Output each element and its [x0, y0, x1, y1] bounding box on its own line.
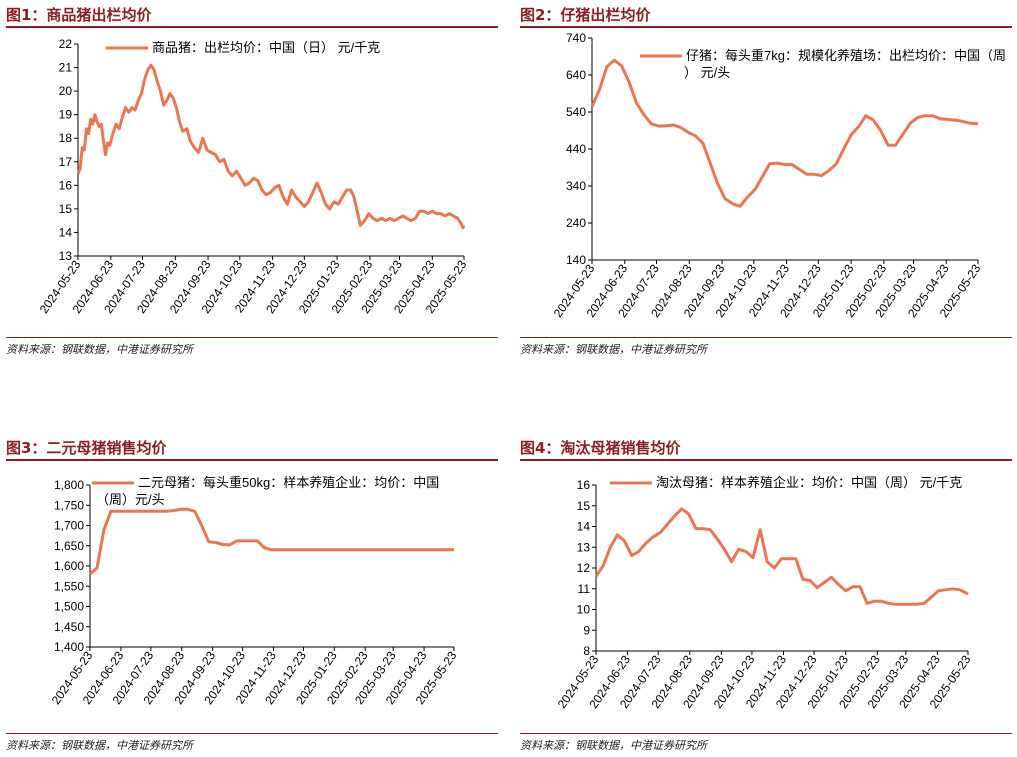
y-tick-label: 1,500: [54, 600, 84, 614]
y-tick-label: 16: [59, 178, 73, 192]
title-rule: [6, 459, 498, 461]
source-note: 资料来源：钢联数据，中港证券研究所: [6, 739, 193, 752]
panel-title: 图1：商品猪出栏均价: [6, 6, 152, 24]
panel-title: 图2：仔猪出栏均价: [520, 6, 651, 24]
y-tick-label: 11: [578, 582, 591, 596]
source-rule: [520, 733, 1012, 734]
y-tick-label: 19: [59, 108, 73, 122]
y-tick-label: 1,750: [54, 498, 84, 512]
line-chart-svg: 131415161718192021222024-05-232024-06-23…: [37, 37, 470, 316]
line-chart-svg: 89101112131415162024-05-232024-06-232024…: [555, 475, 974, 711]
source-rule: [6, 733, 498, 734]
y-tick-label: 1,700: [54, 519, 84, 533]
y-tick-label: 18: [59, 131, 73, 145]
y-tick-label: 140: [566, 253, 586, 267]
y-tick-label: 13: [59, 249, 73, 263]
source-note: 资料来源：钢联数据，中港证券研究所: [520, 739, 707, 752]
legend-label: 淘汰母猪：样本养殖企业：均价：中国（周） 元/千克: [656, 475, 962, 490]
legend-label: 仔猪：每头重7kg：规模化养殖场：出栏均价：中国（周） 元/头: [684, 48, 1006, 80]
line-chart-svg: 1402403404405406407402024-05-232024-06-2…: [551, 31, 1006, 320]
y-tick-label: 20: [59, 84, 73, 98]
series-line: [590, 58, 979, 208]
y-tick-label: 440: [566, 142, 586, 156]
y-tick-label: 740: [566, 31, 586, 45]
y-tick-label: 1,550: [54, 579, 84, 593]
legend-label: 二元母猪：每头重50kg：样本养殖企业：均价：中国（周）元/头: [96, 475, 439, 507]
y-tick-label: 9: [583, 623, 590, 637]
y-tick-label: 14: [577, 520, 591, 534]
y-tick-label: 340: [566, 179, 586, 193]
y-tick-label: 1,450: [54, 620, 84, 634]
y-tick-label: 15: [59, 202, 73, 216]
chart-panel-3: 图3：二元母猪销售均价 1,400 1,450 1,500 1,550 1,600 1,6…: [6, 437, 498, 757]
legend-label: 商品猪：出栏均价：中国（日） 元/千克: [152, 40, 380, 55]
y-tick-label: 10: [577, 603, 591, 617]
y-tick-label: 8: [583, 644, 590, 658]
y-tick-label: 22: [59, 37, 73, 51]
panel-title: 图4：淘汰母猪销售均价: [520, 439, 681, 457]
y-tick-label: 1,400: [54, 640, 84, 654]
series-line: [594, 507, 969, 606]
y-tick-label: 12: [577, 561, 591, 575]
y-tick-label: 16: [577, 478, 591, 492]
series-line: [76, 63, 466, 230]
y-tick-label: 640: [566, 68, 586, 82]
panel-title: 图3：二元母猪销售均价: [6, 439, 167, 457]
y-tick-label: 240: [566, 216, 586, 230]
chart-panel-2: 图2：仔猪出栏均价 140 240 340 440 540 640 740 2024-05-2…: [520, 4, 1012, 364]
y-tick-label: 13: [577, 540, 591, 554]
y-tick-label: 15: [577, 499, 591, 513]
y-tick-label: 21: [59, 61, 73, 75]
y-tick-label: 540: [566, 105, 586, 119]
chart-panel-4: 图4：淘汰母猪销售均价 8 9 10 11 12 13 14 15 16 2024-05-23 20…: [520, 437, 1012, 757]
source-note: 资料来源：钢联数据，中港证券研究所: [6, 343, 193, 356]
y-tick-label: 14: [59, 225, 73, 239]
source-rule: [520, 337, 1012, 338]
y-tick-label: 17: [59, 155, 73, 169]
source-rule: [6, 337, 498, 338]
source-note: 资料来源：钢联数据，中港证券研究所: [520, 343, 707, 356]
series-line: [89, 507, 454, 576]
title-rule: [520, 459, 1012, 461]
title-rule: [520, 26, 1012, 28]
line-chart-svg: 1,400 1,450 1,500 1,550 1,600 1,650 1,700 1,750…: [49, 475, 460, 707]
y-tick-label: 1,650: [54, 539, 84, 553]
y-tick-label: 1,600: [54, 559, 84, 573]
y-tick-label: 1,800: [54, 478, 84, 492]
title-rule: [6, 26, 498, 28]
chart-panel-1: 图1：商品猪出栏均价 13 14 15 16 17 18 19 20 21 22 2024-05-2…: [6, 4, 498, 364]
